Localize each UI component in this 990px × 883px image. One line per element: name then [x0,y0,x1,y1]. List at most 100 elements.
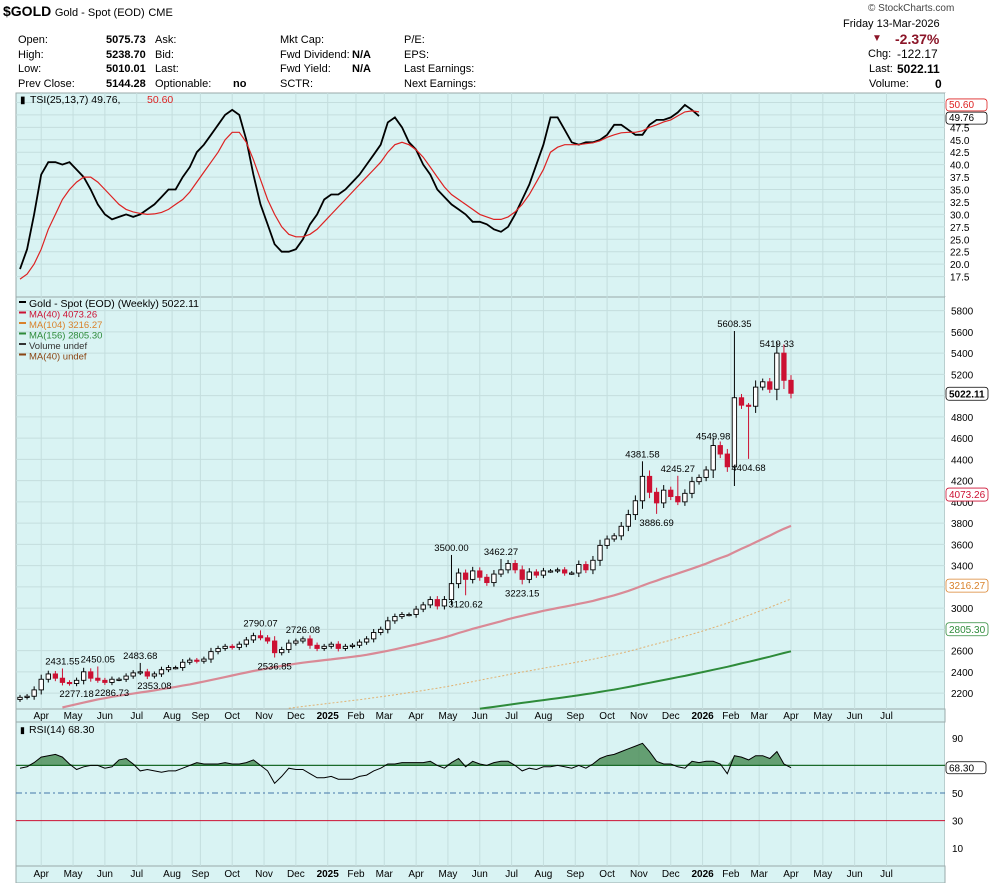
x-tick-label: Dec [287,711,305,722]
candle-body [257,635,264,639]
last-value-tag [945,386,989,401]
candle-body [498,569,504,575]
candle-body [38,678,44,691]
candle-body [484,576,490,584]
candle-body [378,628,384,633]
candle-body [187,659,193,663]
price-right-label: 5022.11 [949,389,985,400]
tsi-last-label: 50.60 [949,100,974,111]
last-value-tag [945,111,988,125]
tsi-series-line [19,103,700,270]
candle-body [576,564,582,574]
x-tick-label: Apr [33,869,49,880]
candle-body [774,352,780,390]
quote-field: Bid: [155,49,174,61]
down-arrow-icon: ▼ [872,33,882,44]
x-tick-label: 2025 [317,711,340,722]
y-tick-label: 40.0 [950,161,970,172]
quote-header: $GOLD Gold - Spot (EOD) CME © StockChart… [0,0,990,93]
price-annotation: 4404.68 [731,463,765,474]
quote-field: Open: 5075.73 [18,34,146,46]
candle-body [208,651,214,660]
y-tick-label: 4800 [951,413,974,424]
price-annotation: 2536.85 [257,661,291,672]
x-tick-label: May [64,711,83,722]
quote-field: SCTR: [280,78,313,90]
y-tick-label: 5800 [951,307,974,318]
price-annotation: 4245.27 [661,464,695,475]
axis-strip-rsi [945,722,990,866]
y-tick-label: 35.0 [950,186,970,197]
candle-body [286,642,292,650]
legend-swatch [19,343,26,345]
x-tick-label: Sep [191,711,209,722]
price-annotation: 5608.35 [717,319,751,330]
y-tick-label: 2600 [951,647,974,658]
candle-body [590,559,596,571]
quote-field-label: Prev Close: [18,77,75,90]
candle-body [668,489,674,497]
panel-rsi [15,721,946,867]
candle-body [462,572,469,580]
x-tick-label: Apr [783,711,799,722]
quote-field-value: no [233,77,247,90]
candle-body [130,672,136,677]
quote-field: Optionable: no [155,78,246,90]
price-annotation: 2726.08 [286,625,320,636]
x-tick-label: Dec [287,869,305,880]
price-legend-item: Volume undef [29,341,87,352]
candle-body [349,644,356,647]
candle-body [583,564,589,571]
quote-field-label: Open: [18,34,48,46]
x-tick-label: Aug [535,711,553,722]
candle-body [271,640,278,654]
y-tick-label: 5200 [951,370,974,381]
price-annotation: 3500.00 [434,543,468,554]
quote-field: P/E: [404,34,425,46]
x-tick-label: Aug [163,869,181,880]
x-tick-label: Jul [880,711,893,722]
x-tick-label: Jun [97,711,113,722]
symbol[interactable]: $GOLD [3,3,52,19]
quote-field-label: Low: [18,63,42,75]
quote-field: Next Earnings: [404,78,476,90]
candle-body [102,679,108,683]
candle-body [307,638,313,646]
price-annotation: 2286.73 [95,688,129,699]
tsi-legend: TSI(25,13,7) 49.76, [30,94,120,106]
candle-body [477,570,483,578]
candle-body [293,640,299,644]
last-value: 5022.11 [897,62,940,76]
candle-body [165,667,172,671]
y-tick-label: 45.0 [950,136,970,147]
candle-body [264,637,271,642]
quote-field: Last: [155,63,179,75]
candle-body [243,639,249,645]
candle-body [639,475,646,502]
last-value-tag [945,761,987,775]
candle-body [144,671,150,677]
axis-strip-price [945,297,990,709]
candle-body [229,645,235,648]
candle-body [745,404,752,407]
candle-body [689,481,695,494]
price-annotation: 2277.18 [59,689,93,700]
x-tick-label: Jun [472,711,488,722]
quote-field: Prev Close: 5144.28 [18,77,146,90]
candle-body [618,525,624,537]
ma104-line [288,598,792,709]
last-value-tag [945,487,989,502]
candle-body [653,491,660,504]
quote-field-label: High: [18,48,44,61]
tsi-legend-swatch: ▮ [20,95,26,106]
rsi-last-label: 68.30 [949,764,974,775]
candle-body [81,671,87,681]
price-legend-item: MA(104) 3216.27 [29,320,102,331]
y-tick-label: 32.5 [950,198,970,209]
x-tick-label: Nov [255,711,273,722]
quote-field-value: 5144.28 [106,77,146,90]
candle-body [363,638,370,643]
x-tick-label: 2026 [691,711,714,722]
ma156-line [479,650,792,710]
